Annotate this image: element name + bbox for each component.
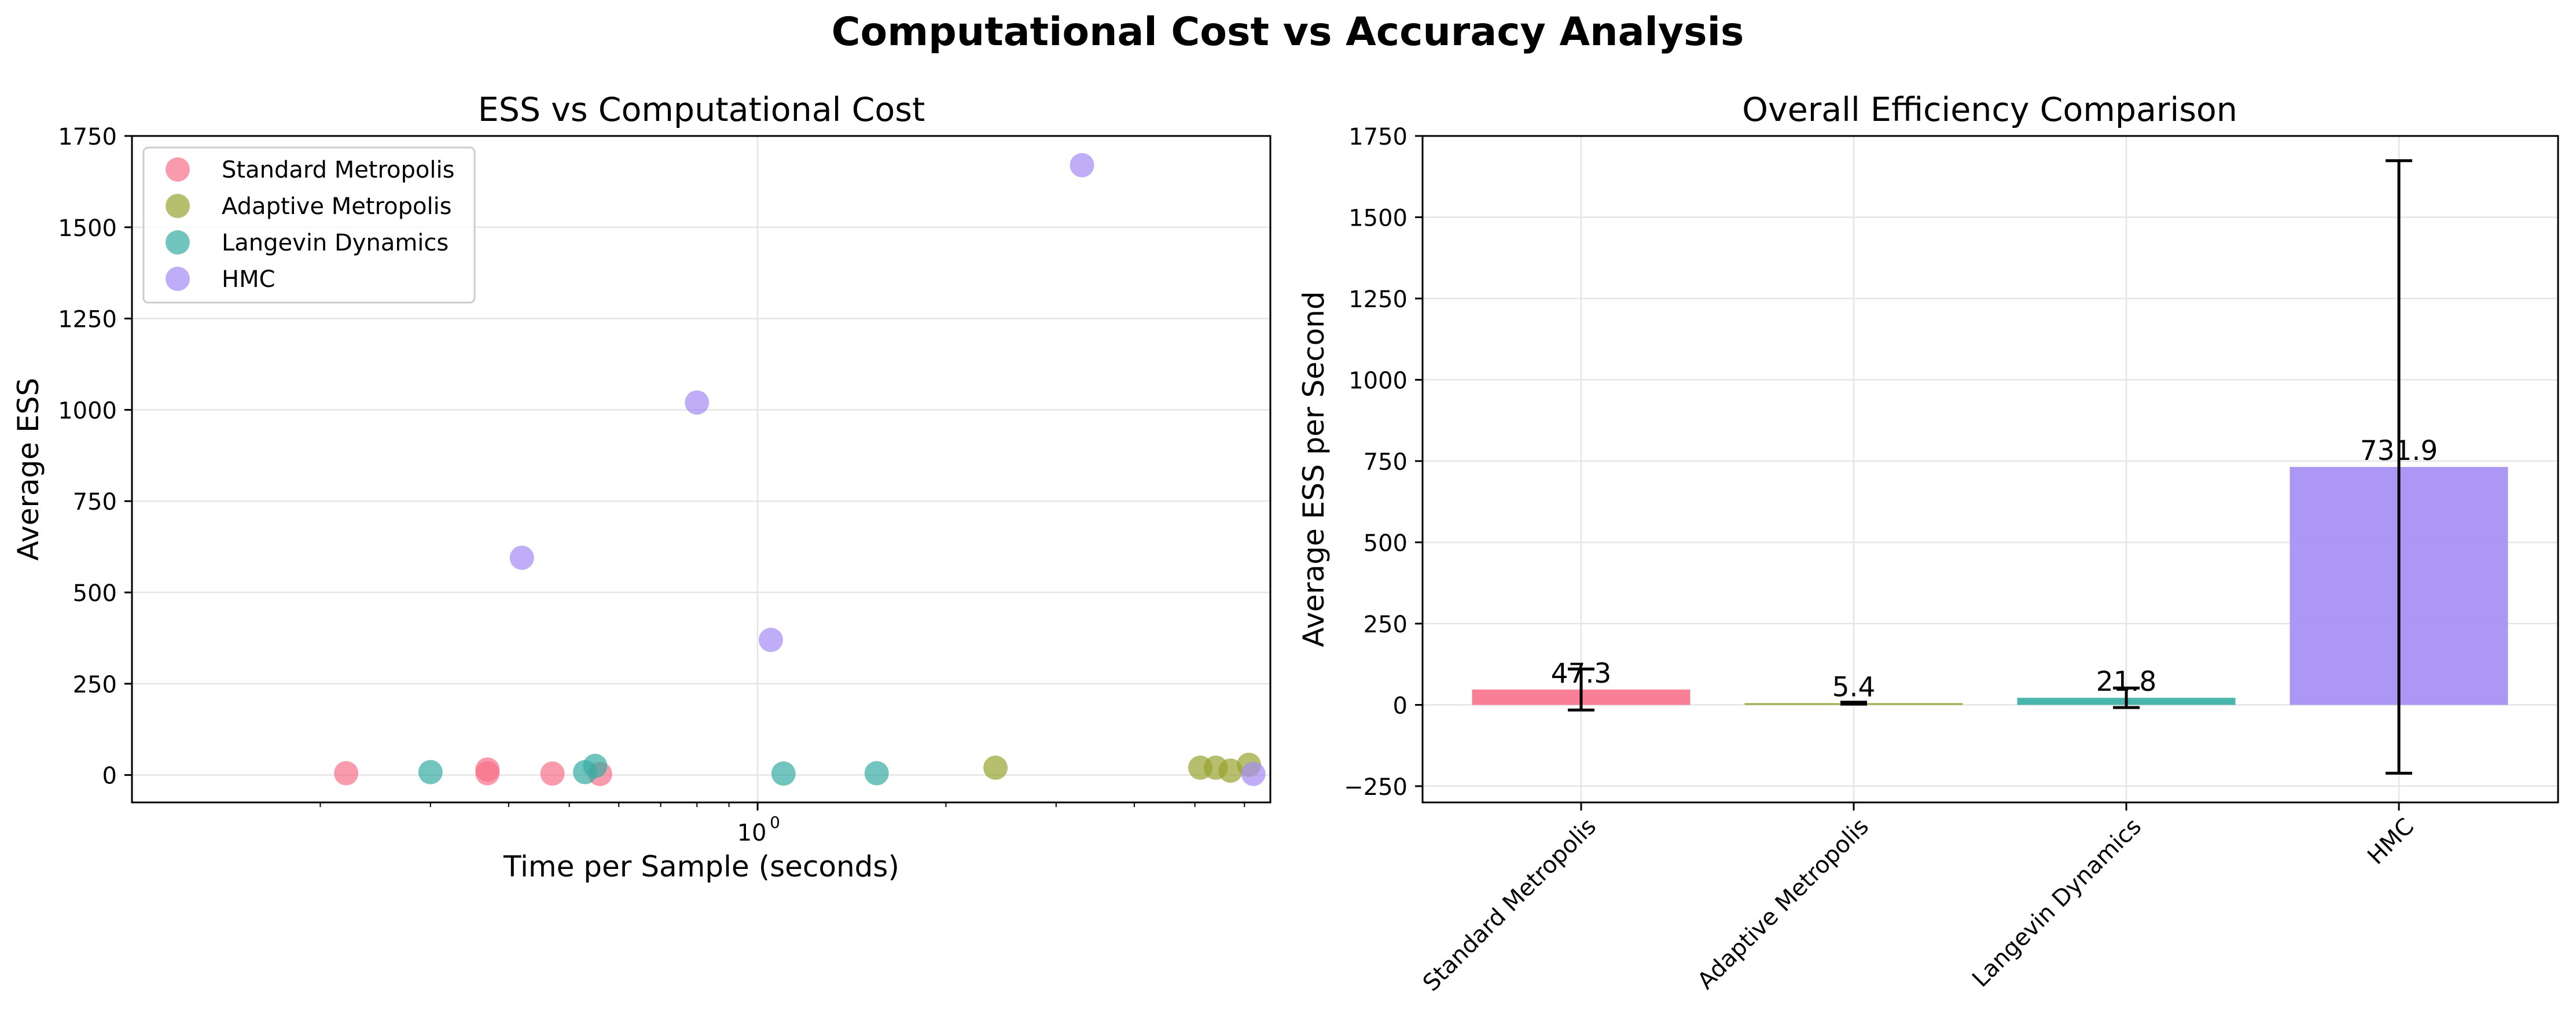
bar-y-tick-label: 1000	[1348, 367, 1408, 394]
scatter-y-tick-label: 1250	[58, 307, 117, 333]
scatter-y-tick-label: 250	[73, 672, 117, 698]
scatter-x-label: Time per Sample (seconds)	[503, 850, 899, 883]
bar-y-tick-label: 1250	[1348, 286, 1408, 313]
legend-label: HMC	[222, 266, 275, 293]
bar-y-tick-label: 750	[1364, 449, 1408, 476]
legend-label: Standard Metropolis	[222, 157, 454, 183]
scatter-point	[540, 761, 565, 786]
scatter-point	[1241, 761, 1266, 786]
scatter-legend: Standard Metropolis Adaptive Metropolis La…	[142, 146, 476, 304]
scatter-point	[509, 546, 534, 570]
bar-value-labels: 47.3 5.4 21.8 731.9	[1551, 435, 2438, 703]
bar-y-ticks: −250 0 250 500 750 1000 1250 1500 1750	[1344, 124, 1423, 801]
bar-x-tick-label: Langevin Dynamics	[1967, 813, 2147, 993]
scatter-points	[334, 153, 1266, 786]
bar-x-ticks: Standard Metropolis Adaptive Metropolis La…	[1418, 802, 2419, 997]
bar-value-label: 47.3	[1551, 658, 1612, 690]
bar-error-bars	[1568, 159, 2412, 775]
scatter-y-label: Average ESS	[12, 378, 45, 561]
scatter-point	[334, 761, 359, 786]
scatter-point	[685, 390, 710, 415]
scatter-y-tick-label: 500	[73, 580, 117, 607]
bar-y-tick-label: 250	[1364, 612, 1408, 638]
bar-title: Overall Efficiency Comparison	[1742, 91, 2237, 129]
scatter-x-ticks: 10 0	[319, 802, 1245, 846]
scatter-point	[771, 761, 796, 786]
bar-x-tick-label: Adaptive Metropolis	[1692, 813, 1874, 995]
scatter-point	[1218, 758, 1243, 783]
scatter-point	[583, 753, 608, 778]
scatter-y-tick-label: 1500	[58, 215, 117, 242]
scatter-point	[418, 760, 443, 784]
legend-marker	[166, 157, 190, 182]
bar-y-tick-label: 500	[1364, 530, 1408, 557]
scatter-point	[758, 628, 783, 653]
bar-x-tick-label: Standard Metropolis	[1418, 813, 1601, 997]
bar-value-label: 5.4	[1832, 671, 1876, 703]
scatter-point	[1070, 153, 1094, 178]
scatter-point	[983, 756, 1008, 780]
legend-label: Adaptive Metropolis	[222, 193, 452, 220]
scatter-x-tick-label: 10	[737, 820, 767, 846]
bar-y-tick-label: 1750	[1348, 124, 1408, 150]
scatter-title: ESS vs Computational Cost	[478, 91, 925, 129]
figure-title: Computational Cost vs Accuracy Analysis	[832, 9, 1744, 55]
scatter-point	[475, 761, 500, 786]
legend-marker	[166, 267, 190, 291]
bar-y-tick-label: −250	[1344, 774, 1408, 801]
bar-y-label: Average ESS per Second	[1297, 291, 1331, 647]
bar-bars	[1472, 467, 2508, 705]
bar-y-tick-label: 0	[1393, 693, 1408, 719]
scatter-x-tick-label-exponent: 0	[770, 813, 780, 832]
legend-frame	[142, 146, 476, 304]
legend-label: Langevin Dynamics	[222, 230, 449, 256]
scatter-panel: ESS vs Computational Cost 02505007501000…	[12, 91, 1272, 883]
bar-axes-frame	[1421, 135, 2559, 804]
bar-y-tick-label: 1500	[1348, 205, 1408, 231]
bar-value-label: 21.8	[2096, 666, 2157, 698]
bar-value-label: 731.9	[2360, 435, 2438, 467]
legend-marker	[166, 194, 190, 218]
scatter-point	[864, 761, 889, 786]
scatter-y-tick-label: 0	[102, 763, 117, 790]
scatter-y-tick-label: 1000	[58, 397, 117, 424]
scatter-axes-frame	[131, 135, 1272, 804]
legend-marker	[166, 230, 190, 255]
bar-panel: Overall Efficiency Comparison 47.3 5.4 21.…	[1297, 91, 2559, 997]
scatter-y-tick-label: 750	[73, 489, 117, 515]
scatter-y-tick-label: 1750	[58, 124, 117, 150]
bar-x-tick-label: HMC	[2362, 813, 2419, 870]
scatter-y-ticks: 0 250 500 750 1000 1250 1500 1750	[58, 124, 132, 790]
